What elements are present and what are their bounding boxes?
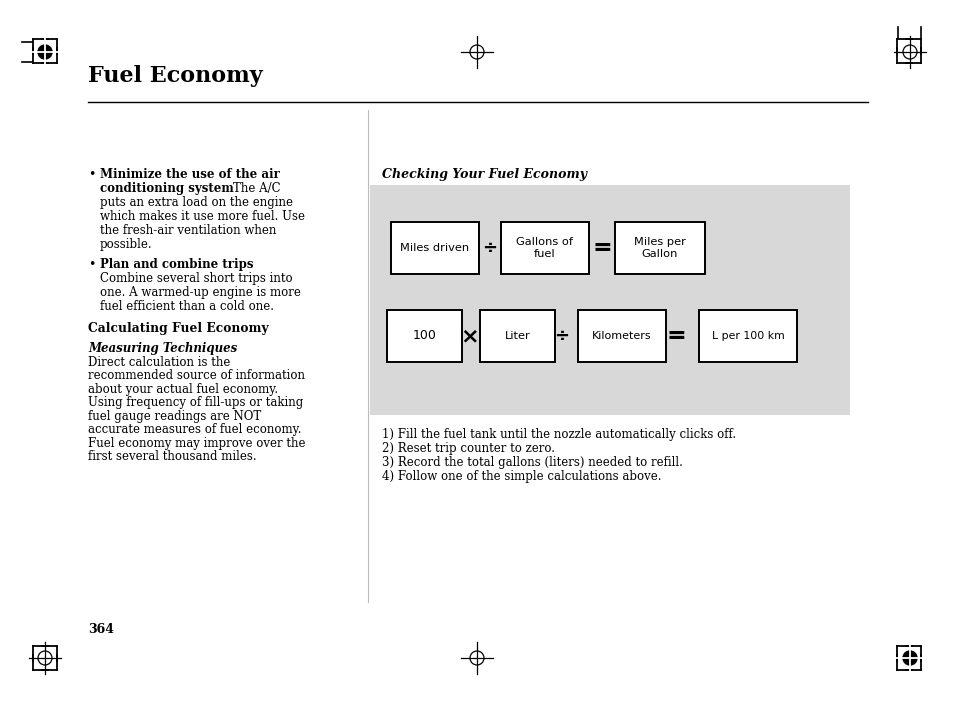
Text: about your actual fuel economy.: about your actual fuel economy. [88,383,278,396]
Text: one. A warmed-up engine is more: one. A warmed-up engine is more [100,286,300,299]
Text: •: • [88,258,95,271]
Bar [370,185,849,415]
Text: =: = [592,236,611,260]
Text: Fuel Economy: Fuel Economy [88,65,262,87]
Circle shape [902,651,916,665]
Circle shape [38,45,52,59]
Text: Checking Your Fuel Economy: Checking Your Fuel Economy [381,168,586,181]
Text: 3) Record the total gallons (liters) needed to refill.: 3) Record the total gallons (liters) nee… [381,456,682,469]
Text: Plan and combine trips: Plan and combine trips [100,258,253,271]
Text: Direct calculation is the: Direct calculation is the [88,356,230,369]
Text: accurate measures of fuel economy.: accurate measures of fuel economy. [88,423,301,437]
Bar [387,310,462,362]
Text: =: = [665,324,685,348]
Text: puts an extra load on the engine: puts an extra load on the engine [100,196,293,209]
Text: Gallons of
fuel: Gallons of fuel [516,237,573,259]
Text: 2) Reset trip counter to zero.: 2) Reset trip counter to zero. [381,442,555,455]
Text: Using frequency of fill-ups or taking: Using frequency of fill-ups or taking [88,396,303,410]
Text: fuel efficient than a cold one.: fuel efficient than a cold one. [100,300,274,313]
Text: Kilometers: Kilometers [592,331,651,341]
Text: recommended source of information: recommended source of information [88,369,305,383]
Text: ×: × [460,326,478,346]
Text: Fuel economy may improve over the: Fuel economy may improve over the [88,437,305,450]
Text: Measuring Techniques: Measuring Techniques [88,342,237,355]
Text: 364: 364 [88,623,113,636]
Text: 4) Follow one of the simple calculations above.: 4) Follow one of the simple calculations… [381,470,660,483]
Text: first several thousand miles.: first several thousand miles. [88,451,256,464]
Text: the fresh-air ventilation when: the fresh-air ventilation when [100,224,276,237]
Text: Minimize the use of the air: Minimize the use of the air [100,168,279,181]
Text: ÷: ÷ [482,239,497,257]
Text: Miles per
Gallon: Miles per Gallon [634,237,685,259]
Text: ÷: ÷ [554,327,569,345]
Bar [391,222,478,274]
Text: The A/C: The A/C [218,182,280,195]
Text: 1) Fill the fuel tank until the nozzle automatically clicks off.: 1) Fill the fuel tank until the nozzle a… [381,428,736,441]
Bar [480,310,555,362]
Text: conditioning system: conditioning system [100,182,233,195]
Text: possible.: possible. [100,238,152,251]
Text: which makes it use more fuel. Use: which makes it use more fuel. Use [100,210,305,223]
Text: fuel gauge readings are NOT: fuel gauge readings are NOT [88,410,261,423]
Text: Liter: Liter [504,331,530,341]
Text: L per 100 km: L per 100 km [711,331,783,341]
Text: 100: 100 [413,329,436,342]
Bar [699,310,796,362]
Bar [500,222,588,274]
Text: Combine several short trips into: Combine several short trips into [100,272,293,285]
Bar [578,310,665,362]
Text: •: • [88,168,95,181]
Text: Calculating Fuel Economy: Calculating Fuel Economy [88,322,269,335]
Bar [615,222,704,274]
Text: Miles driven: Miles driven [400,243,469,253]
